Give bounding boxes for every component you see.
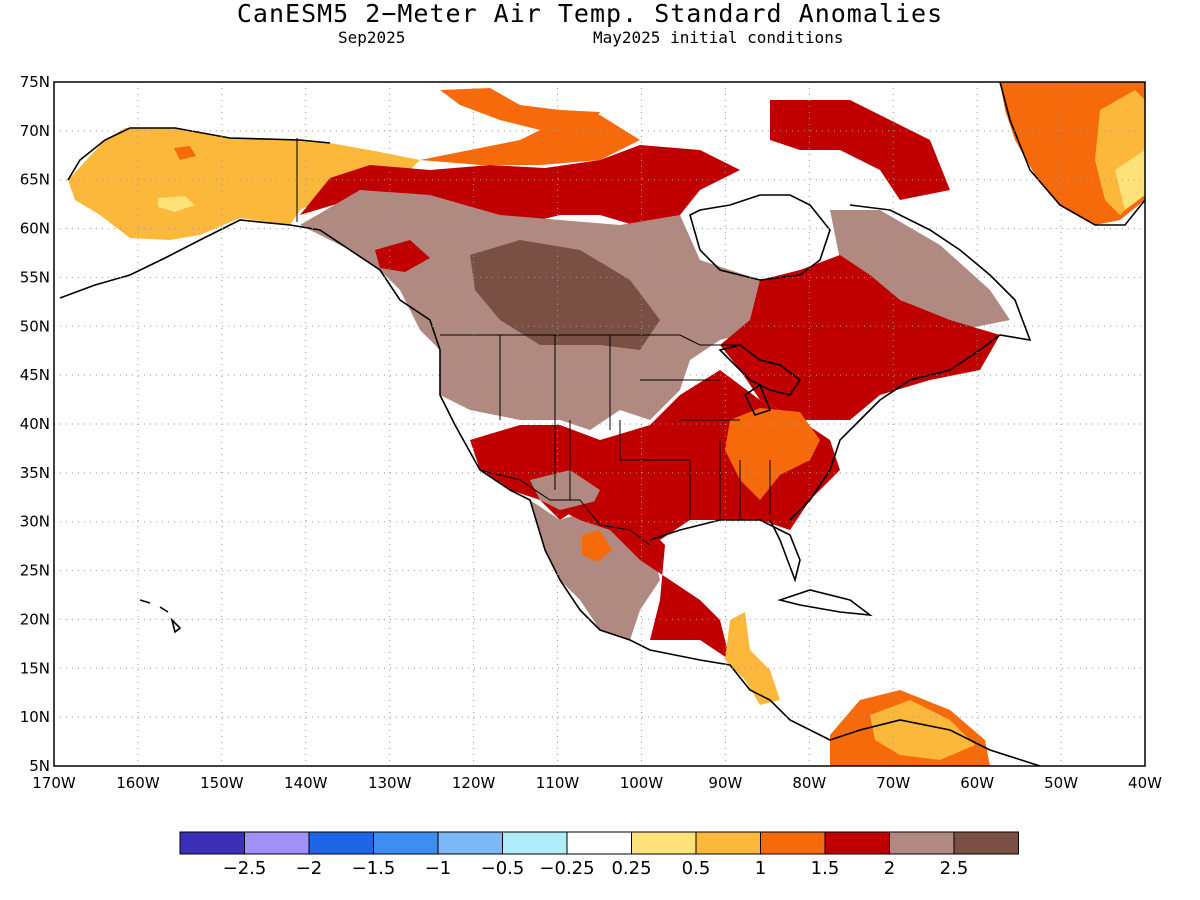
- colorbar-swatch: [889, 831, 955, 855]
- lat-tick-label: 75N: [20, 73, 50, 91]
- colorbar-label: −1.5: [352, 858, 396, 879]
- hawaii: [139, 599, 182, 634]
- colorbar-swatch: [824, 831, 890, 855]
- mexico-red: [560, 500, 730, 660]
- colorbar-swatch: [308, 831, 374, 855]
- initial-conditions: May2025 initial conditions: [593, 28, 844, 47]
- anomaly-field: [68, 82, 1145, 766]
- greenland-coast: [999, 82, 1145, 226]
- lat-tick-label: 35N: [20, 464, 50, 482]
- lon-tick-label: 160W: [116, 774, 160, 792]
- lat-tick-label: 70N: [20, 122, 50, 140]
- colorbar-label: −2.5: [223, 858, 267, 879]
- lat-tick-label: 5N: [29, 757, 50, 775]
- lat-tick-label: 55N: [20, 268, 50, 286]
- longitude-labels: 170W 160W 150W 140W 130W 120W 110W 100W 90W 80W 70…: [32, 774, 1162, 792]
- colorbar-label: 1: [755, 858, 766, 879]
- colorbar-label: −0.5: [481, 858, 525, 879]
- political-borders: [296, 138, 771, 546]
- alaska-north-coast: [67, 127, 331, 181]
- colorbar-swatch: [373, 831, 439, 855]
- colorbar-label: −2: [296, 858, 323, 879]
- lon-tick-label: 130W: [368, 774, 412, 792]
- bc-red: [375, 240, 430, 272]
- lon-tick-label: 170W: [32, 774, 76, 792]
- alaska-light-patch: [158, 196, 195, 212]
- forecast-month: Sep2025: [338, 28, 406, 47]
- lat-tick-label: 40N: [20, 415, 50, 433]
- lon-tick-label: 120W: [452, 774, 496, 792]
- lat-tick-label: 15N: [20, 659, 50, 677]
- graticule: [54, 82, 1145, 766]
- arctic-orange-n: [440, 88, 600, 130]
- colorbar-label: −1: [425, 858, 452, 879]
- lon-tick-label: 100W: [620, 774, 664, 792]
- colorbar-swatch: [953, 831, 1019, 855]
- latitude-labels: 75N 70N 65N 60N 55N 50N 45N 40N 35N 30N 25N 20N 15N 1…: [20, 73, 50, 775]
- prairie-dark-brown: [470, 240, 660, 350]
- southeast-orange: [725, 408, 820, 500]
- map-title: CanESM5 2−Meter Air Temp. Standard Anoma…: [236, 0, 944, 28]
- colorbar-label: 2.5: [940, 858, 969, 879]
- east-coast: [789, 204, 1032, 521]
- map-frame: [53, 81, 1146, 767]
- lat-tick-label: 25N: [20, 562, 50, 580]
- hudson-bay: [689, 194, 831, 281]
- southwest-brown: [530, 470, 600, 510]
- lat-tick-label: 45N: [20, 366, 50, 384]
- lat-tick-label: 65N: [20, 171, 50, 189]
- lon-tick-label: 110W: [536, 774, 580, 792]
- colorbar-swatch: [437, 831, 503, 855]
- lon-tick-label: 60W: [960, 774, 994, 792]
- mexico-orange-patch: [582, 530, 612, 562]
- lat-tick-label: 30N: [20, 513, 50, 531]
- greenland-light: [1115, 150, 1145, 210]
- colorbar-swatch: [760, 831, 826, 855]
- cuba: [777, 589, 873, 617]
- colorbar-swatch: [502, 831, 568, 855]
- colorbar-swatch: [179, 831, 245, 855]
- colorbar-label: 1.5: [811, 858, 840, 879]
- colorbar-swatch: [566, 831, 632, 855]
- lat-tick-label: 50N: [20, 317, 50, 335]
- lat-tick-label: 60N: [20, 220, 50, 238]
- south-america-yellow: [870, 700, 975, 760]
- colorbar-label: −0.25: [539, 858, 594, 879]
- colorbar-label: 0.25: [611, 858, 651, 879]
- lon-tick-label: 90W: [708, 774, 742, 792]
- colorbar-swatch: [631, 831, 697, 855]
- lon-tick-label: 70W: [876, 774, 910, 792]
- lon-tick-label: 80W: [792, 774, 826, 792]
- colorbar-swatch: [244, 831, 310, 855]
- alaska-orange-patch: [174, 146, 196, 160]
- lat-tick-label: 10N: [20, 708, 50, 726]
- lat-tick-label: 20N: [20, 610, 50, 628]
- lon-tick-label: 140W: [284, 774, 328, 792]
- us-canada-border: [440, 334, 740, 346]
- lon-tick-label: 150W: [200, 774, 244, 792]
- gulf-coast: [649, 519, 801, 583]
- quebec-brown: [830, 210, 1010, 330]
- colorbar-label: 2: [884, 858, 895, 879]
- us-mexico-border: [479, 469, 651, 546]
- great-lakes: [718, 344, 802, 416]
- alaska-coast: [59, 219, 1041, 766]
- alaska-anomaly: [68, 128, 420, 240]
- northeast-red: [770, 100, 950, 200]
- northern-red-band: [300, 145, 740, 230]
- central-america-orange: [725, 612, 780, 705]
- colorbar-swatch: [695, 831, 761, 855]
- eastern-canada-red: [720, 255, 1000, 420]
- state-lines: [499, 335, 771, 520]
- coastlines: [59, 82, 1145, 766]
- lon-tick-label: 40W: [1128, 774, 1162, 792]
- lon-tick-label: 50W: [1044, 774, 1078, 792]
- colorbar: −2.5 −2 −1.5 −1 −0.5 −0.25 0.25 0.5 1 1.5 2 2.5: [179, 831, 1019, 879]
- colorbar-label: 0.5: [682, 858, 711, 879]
